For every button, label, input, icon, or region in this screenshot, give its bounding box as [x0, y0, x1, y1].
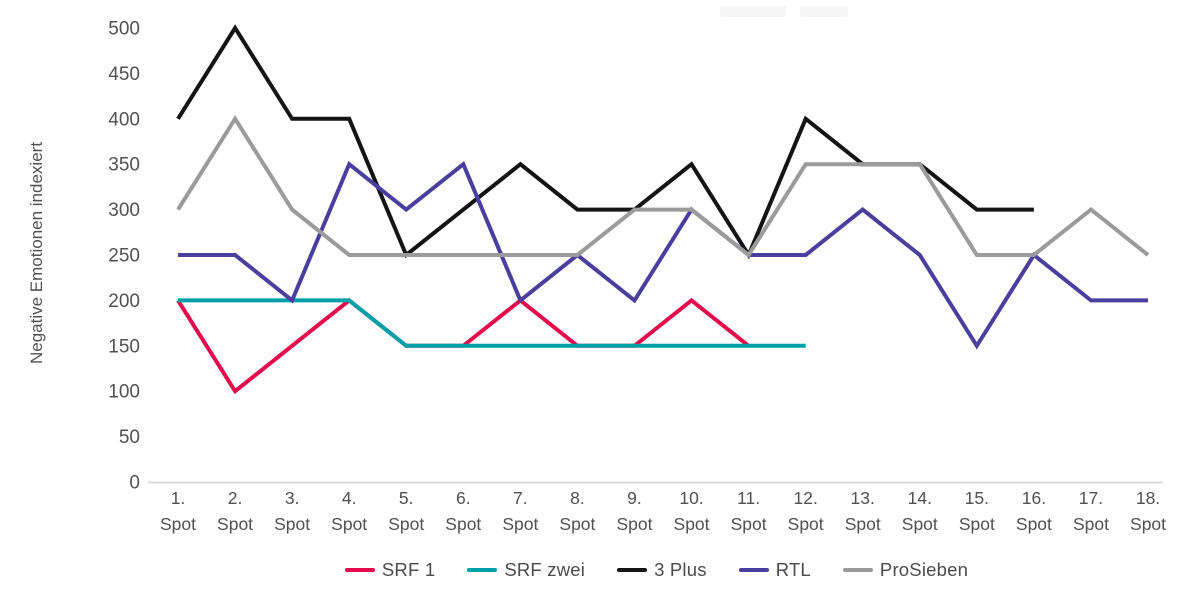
legend-label: ProSieben — [879, 559, 969, 580]
y-tick-label: 200 — [108, 291, 140, 312]
x-tick-label: 6. Spot — [445, 488, 481, 534]
y-tick-label: 250 — [108, 246, 140, 267]
x-tick-label: 15. Spot — [959, 488, 995, 534]
x-tick-label: 3. Spot — [274, 488, 310, 534]
x-tick-label: 10. Spot — [674, 488, 710, 534]
x-tick-label: 7. Spot — [502, 488, 538, 534]
legend-swatch-rtl — [738, 568, 769, 572]
y-axis-tick-labels: 0 50 100 150 200 250 300 350 400 450 500 — [108, 19, 140, 494]
legend-item-prosieben: ProSieben — [842, 559, 969, 581]
legend-label: RTL — [775, 559, 811, 580]
x-tick-label: 2. Spot — [217, 488, 253, 534]
legend-item-srf-1: SRF 1 — [344, 559, 436, 581]
legend-swatch-3-plus — [617, 568, 648, 572]
series-line-prosieben — [176, 115, 1150, 258]
y-tick-label: 500 — [108, 19, 140, 40]
y-tick-label: 400 — [108, 109, 140, 130]
x-tick-label: 13. Spot — [845, 488, 881, 534]
series-line-srf-zwei — [178, 298, 806, 348]
legend-item-3-plus: 3 Plus — [617, 559, 707, 581]
x-tick-label: 11. Spot — [731, 488, 767, 534]
legend-label: SRF zwei — [504, 559, 586, 580]
faint-artifact-block — [720, 6, 786, 17]
x-tick-label: 1. Spot — [160, 488, 196, 534]
x-tick-label: 14. Spot — [902, 488, 938, 534]
chart-legend: SRF 1 SRF zwei 3 Plus RTL ProSieben — [150, 559, 1163, 581]
legend-item-srf-zwei: SRF zwei — [467, 559, 585, 581]
y-tick-label: 50 — [119, 427, 140, 448]
x-tick-label: 17. Spot — [1073, 488, 1109, 534]
x-tick-label: 9. Spot — [616, 488, 652, 534]
y-tick-label: 150 — [108, 336, 140, 357]
legend-swatch-srf-zwei — [467, 568, 498, 572]
legend-swatch-prosieben — [842, 568, 873, 572]
legend-swatch-srf-1 — [344, 568, 375, 572]
y-tick-label: 0 — [129, 473, 140, 494]
y-tick-label: 450 — [108, 64, 140, 85]
y-tick-label: 300 — [108, 200, 140, 221]
y-tick-label: 100 — [108, 382, 140, 403]
faint-artifact-block — [800, 6, 848, 17]
series-lines — [176, 24, 1150, 395]
x-axis-tick-labels: 1. Spot 2. Spot 3. Spot 4. Spot 5. Spot 6. Spot 7. Sp… — [160, 488, 1166, 534]
x-tick-label: 16. Spot — [1016, 488, 1052, 534]
x-tick-label: 18. Spot — [1130, 488, 1166, 534]
legend-label: 3 Plus — [654, 559, 707, 580]
y-axis-title: Negative Emotionen indexiert — [27, 142, 46, 364]
legend-item-rtl: RTL — [738, 559, 811, 581]
series-line-rtl — [178, 160, 1148, 350]
x-tick-label: 5. Spot — [388, 488, 424, 534]
legend-label: SRF 1 — [381, 559, 436, 580]
x-tick-label: 8. Spot — [559, 488, 595, 534]
y-tick-label: 350 — [108, 155, 140, 176]
x-tick-label: 4. Spot — [331, 488, 367, 534]
x-tick-label: 12. Spot — [788, 488, 824, 534]
